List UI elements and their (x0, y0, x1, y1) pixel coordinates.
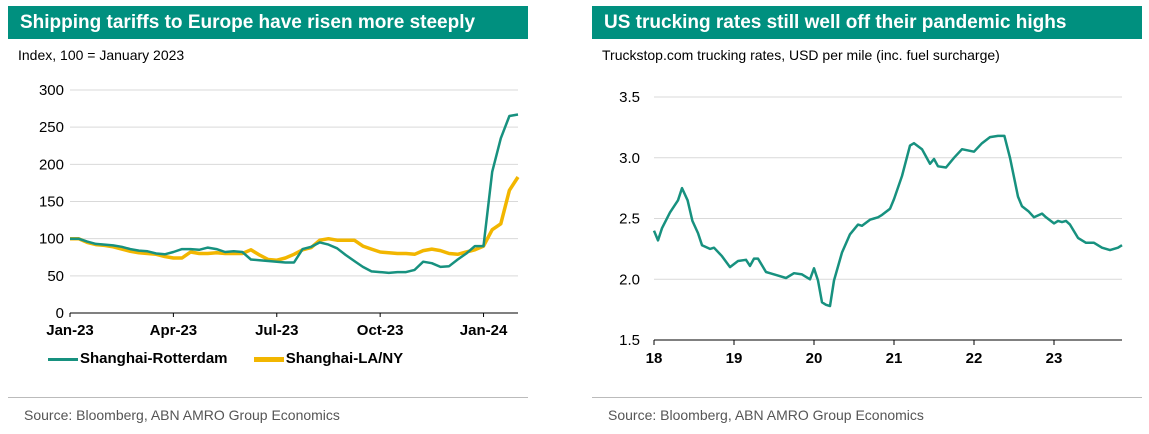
right-chart-source: Source: Bloomberg, ABN AMRO Group Econom… (608, 407, 924, 423)
legend-label-rotterdam: Shanghai-Rotterdam (80, 350, 228, 367)
legend-swatch-rotterdam (48, 357, 78, 361)
x-tick-label: 23 (1046, 350, 1063, 367)
x-tick-label: 22 (966, 350, 983, 367)
right-chart-svg: 3.5 3.0 2.5 2.0 1.5 18 19 20 21 22 23 (619, 89, 1123, 367)
legend-swatch-la-ny (253, 356, 284, 362)
left-chart-title: Shipping tariffs to Europe have risen mo… (8, 6, 528, 39)
x-tick-label: 20 (806, 350, 823, 367)
left-chart-source: Source: Bloomberg, ABN AMRO Group Econom… (24, 407, 340, 423)
x-tick-label: Jan-24 (460, 322, 508, 339)
y-tick-label: 50 (47, 268, 64, 285)
y-tick-label: 0 (56, 305, 64, 322)
left-chart-subtitle: Index, 100 = January 2023 (18, 47, 185, 63)
right-source-divider (592, 397, 1142, 398)
series-line-rotterdam (70, 113, 519, 275)
y-tick-label: 2.5 (619, 211, 640, 228)
right-chart-title: US trucking rates still well off their p… (592, 6, 1142, 39)
legend-label-la-ny: Shanghai-LA/NY (285, 350, 404, 367)
y-tick-label: 1.5 (619, 332, 640, 349)
y-tick-label: 2.0 (619, 271, 640, 288)
left-chart-panel: Shipping tariffs to Europe have risen mo… (8, 0, 528, 434)
right-chart-panel: US trucking rates still well off their p… (592, 0, 1142, 434)
y-tick-label: 300 (39, 82, 64, 99)
series-line-la-ny (70, 176, 520, 262)
left-source-divider (8, 397, 528, 398)
series-line-trucking-rates (652, 134, 1123, 308)
left-chart-legend: Shanghai-Rotterdam Shanghai-LA/NY (48, 350, 425, 367)
legend-item-la-ny: Shanghai-LA/NY (253, 350, 404, 367)
x-tick-label: 21 (886, 350, 903, 367)
y-tick-label: 150 (39, 194, 64, 211)
x-tick-label: Jul-23 (255, 322, 298, 339)
y-tick-label: 3.0 (619, 150, 640, 167)
x-tick-label: 18 (646, 350, 663, 367)
y-tick-label: 100 (39, 231, 64, 248)
right-chart-subtitle: Truckstop.com trucking rates, USD per mi… (602, 47, 1000, 63)
x-tick-label: Apr-23 (150, 322, 198, 339)
y-tick-label: 250 (39, 119, 64, 136)
x-tick-label: 19 (726, 350, 743, 367)
y-tick-label: 3.5 (619, 89, 640, 106)
legend-item-rotterdam: Shanghai-Rotterdam (48, 350, 228, 367)
x-tick-label: Oct-23 (357, 322, 404, 339)
x-tick-label: Jan-23 (46, 322, 94, 339)
y-tick-label: 200 (39, 156, 64, 173)
